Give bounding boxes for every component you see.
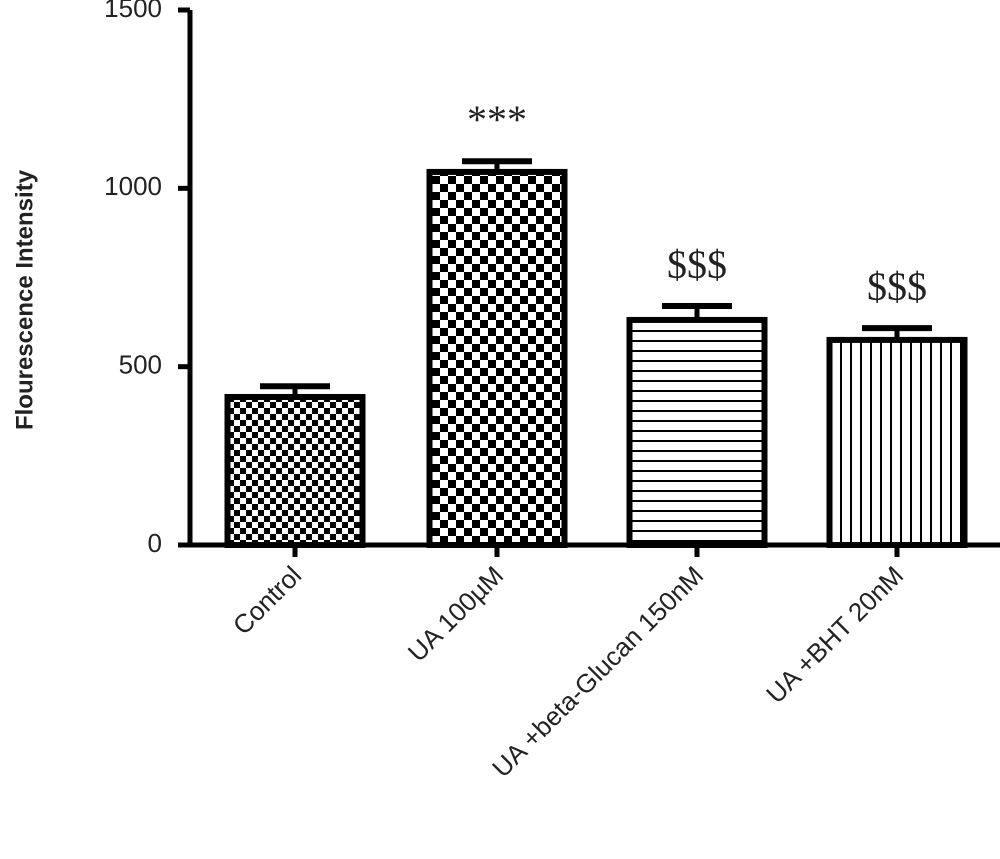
y-axis-label: Flourescence Intensity bbox=[11, 169, 38, 430]
x-tick-label: Control bbox=[227, 560, 307, 640]
x-tick-label: UA +BHT 20nM bbox=[760, 560, 909, 709]
annotation: $$$ bbox=[667, 242, 727, 287]
bar bbox=[826, 336, 968, 548]
bar bbox=[626, 316, 768, 548]
y-tick-label: 0 bbox=[148, 528, 162, 558]
y-tick-label: 500 bbox=[119, 350, 162, 380]
annotation: *** bbox=[467, 97, 527, 142]
x-tick-label: UA +beta-Glucan 150nM bbox=[486, 560, 709, 783]
y-tick-label: 1500 bbox=[104, 0, 162, 23]
bar bbox=[224, 393, 366, 548]
annotation: $$$ bbox=[867, 264, 927, 309]
y-tick-label: 1000 bbox=[104, 171, 162, 201]
x-tick-label: UA 100µM bbox=[402, 560, 509, 667]
bar bbox=[426, 168, 568, 548]
